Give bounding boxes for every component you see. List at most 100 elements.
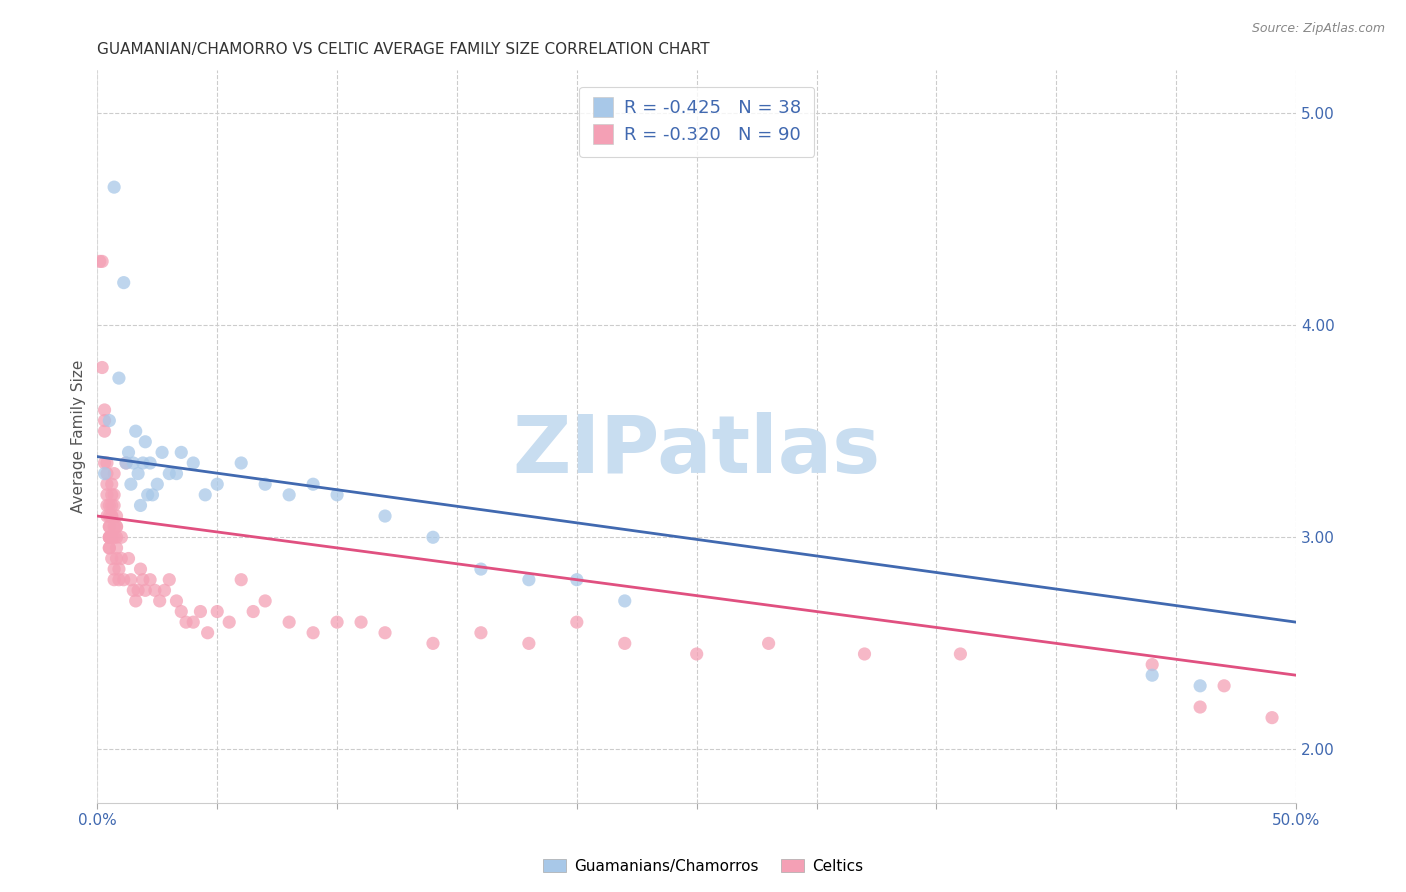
Point [758,636,780,650]
Point [166,594,188,608]
Point [132,456,155,470]
Point [105,551,128,566]
Point [205,605,228,619]
Point [100,477,122,491]
Point [93,413,115,427]
Point [136,488,159,502]
Point [1261,711,1284,725]
Point [853,647,876,661]
Point [100,509,122,524]
Point [242,605,264,619]
Point [1140,668,1163,682]
Point [125,594,148,608]
Point [278,488,301,502]
Point [134,583,156,598]
Point [127,467,149,481]
Point [91,360,114,375]
Point [326,488,349,502]
Point [613,594,636,608]
Point [166,467,188,481]
Point [105,519,128,533]
Point [98,519,121,533]
Point [96,477,118,491]
Point [105,509,128,524]
Text: GUAMANIAN/CHAMORRO VS CELTIC AVERAGE FAMILY SIZE CORRELATION CHART: GUAMANIAN/CHAMORRO VS CELTIC AVERAGE FAM… [97,42,710,57]
Point [98,541,121,555]
Point [93,403,115,417]
Point [115,456,138,470]
Point [103,180,125,194]
Point [98,530,121,544]
Text: ZIPatlas: ZIPatlas [513,412,880,490]
Point [103,499,125,513]
Point [470,562,492,576]
Point [174,615,197,629]
Point [96,456,118,470]
Point [125,424,148,438]
Point [254,594,277,608]
Point [129,499,152,513]
Point [374,625,396,640]
Point [302,477,325,491]
Point [98,509,121,524]
Point [110,530,132,544]
Point [190,605,212,619]
Point [143,583,166,598]
Point [374,509,396,524]
Point [98,530,121,544]
Point [108,562,131,576]
Point [98,519,121,533]
Point [96,509,118,524]
Point [105,530,128,544]
Point [1189,679,1212,693]
Point [120,573,142,587]
Point [150,445,173,459]
Point [1213,679,1236,693]
Point [517,636,540,650]
Point [326,615,349,629]
Point [278,615,301,629]
Point [153,583,176,598]
Point [422,636,444,650]
Legend: R = -0.425   N = 38, R = -0.320   N = 90: R = -0.425 N = 38, R = -0.320 N = 90 [579,87,814,157]
Point [103,573,125,587]
Y-axis label: Average Family Size: Average Family Size [72,359,86,513]
Point [103,488,125,502]
Point [100,499,122,513]
Legend: Guamanians/Chamorros, Celtics: Guamanians/Chamorros, Celtics [537,853,869,880]
Point [181,615,204,629]
Point [100,488,122,502]
Point [132,573,155,587]
Point [117,551,139,566]
Point [1140,657,1163,672]
Point [205,477,228,491]
Point [127,583,149,598]
Point [105,519,128,533]
Point [100,551,122,566]
Point [112,276,135,290]
Point [103,562,125,576]
Point [96,499,118,513]
Point [103,519,125,533]
Point [129,562,152,576]
Point [105,541,128,555]
Point [134,434,156,449]
Point [108,573,131,587]
Point [122,456,145,470]
Point [93,467,115,481]
Point [98,530,121,544]
Point [302,625,325,640]
Text: Source: ZipAtlas.com: Source: ZipAtlas.com [1251,22,1385,36]
Point [170,445,193,459]
Point [100,509,122,524]
Point [949,647,972,661]
Point [565,615,588,629]
Point [139,456,162,470]
Point [1189,700,1212,714]
Point [149,594,172,608]
Point [100,530,122,544]
Point [103,467,125,481]
Point [110,551,132,566]
Point [181,456,204,470]
Point [613,636,636,650]
